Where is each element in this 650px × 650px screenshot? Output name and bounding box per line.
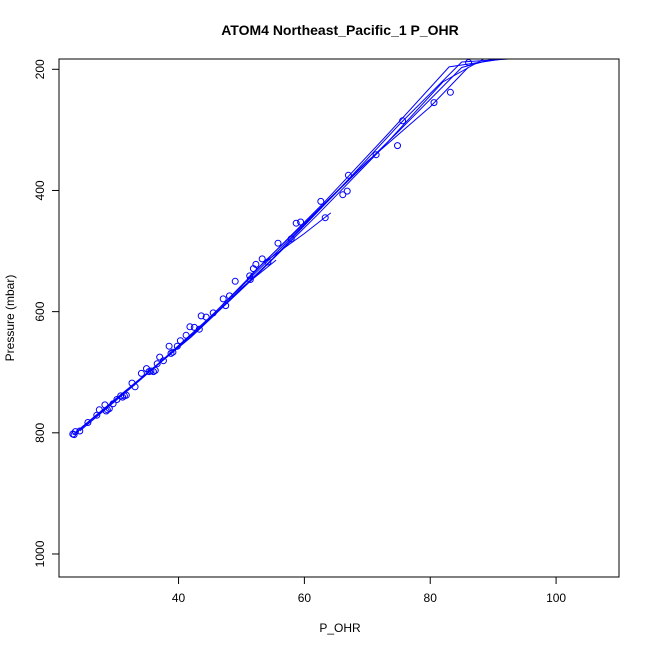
data-point	[339, 191, 347, 199]
data-point	[394, 142, 401, 150]
data-point	[231, 277, 239, 285]
data-point	[446, 88, 454, 96]
data-point	[252, 260, 260, 268]
y-tick-label: 800	[33, 422, 47, 442]
data-point	[317, 197, 325, 205]
data-point	[202, 313, 210, 321]
y-tick-label: 1000	[33, 540, 47, 567]
data-point	[167, 349, 175, 357]
data-point	[372, 151, 380, 159]
data-point	[287, 235, 295, 243]
data-point	[321, 214, 329, 222]
data-point	[149, 368, 157, 376]
chart-title: ATOM4 Northeast_Pacific_1 P_OHR	[221, 22, 459, 38]
data-point	[246, 272, 254, 280]
data-point	[159, 357, 167, 365]
data-point	[105, 405, 113, 413]
x-tick-label: 100	[546, 591, 566, 605]
data-point	[137, 369, 145, 377]
data-point	[182, 331, 190, 339]
data-point	[103, 406, 111, 414]
x-tick-label: 60	[298, 591, 312, 605]
x-tick-label: 80	[424, 591, 438, 605]
profile-line-5	[249, 67, 469, 277]
data-point	[76, 427, 84, 435]
y-tick-label: 600	[33, 301, 47, 321]
data-point	[153, 360, 161, 368]
data-point	[195, 325, 203, 333]
data-point	[297, 218, 305, 226]
data-point	[131, 383, 139, 391]
data-point	[264, 258, 272, 266]
x-axis-label: P_OHR	[319, 621, 361, 635]
data-point	[197, 312, 205, 320]
y-tick-label: 200	[33, 59, 47, 79]
y-tick-label: 400	[33, 180, 47, 200]
data-point	[246, 276, 254, 283]
data-point	[186, 323, 194, 331]
data-point	[151, 366, 159, 374]
data-point	[343, 187, 351, 195]
data-point	[274, 239, 282, 247]
data-point	[109, 400, 117, 408]
profile-line-4	[96, 58, 509, 416]
data-point	[209, 309, 217, 317]
plot-box	[58, 58, 620, 578]
data-point	[119, 393, 127, 401]
data-point	[165, 342, 173, 350]
data-point	[84, 419, 92, 426]
data-point	[173, 342, 181, 350]
y-axis-label: Pressure (mbar)	[3, 275, 17, 362]
data-point	[71, 428, 79, 436]
data-point	[226, 292, 233, 300]
data-point	[344, 171, 352, 179]
data-point	[169, 348, 177, 356]
x-tick-label: 40	[172, 591, 186, 605]
data-point	[95, 406, 103, 414]
data-point	[122, 391, 130, 399]
data-point	[399, 117, 407, 125]
data-point	[292, 219, 300, 227]
data-point	[156, 353, 164, 361]
data-point	[176, 337, 184, 345]
data-point	[113, 396, 121, 403]
data-point	[430, 99, 438, 107]
data-point	[465, 59, 473, 67]
profile-line-7	[261, 212, 332, 265]
data-point	[258, 255, 266, 263]
data-point	[219, 295, 227, 303]
data-point	[222, 302, 230, 310]
